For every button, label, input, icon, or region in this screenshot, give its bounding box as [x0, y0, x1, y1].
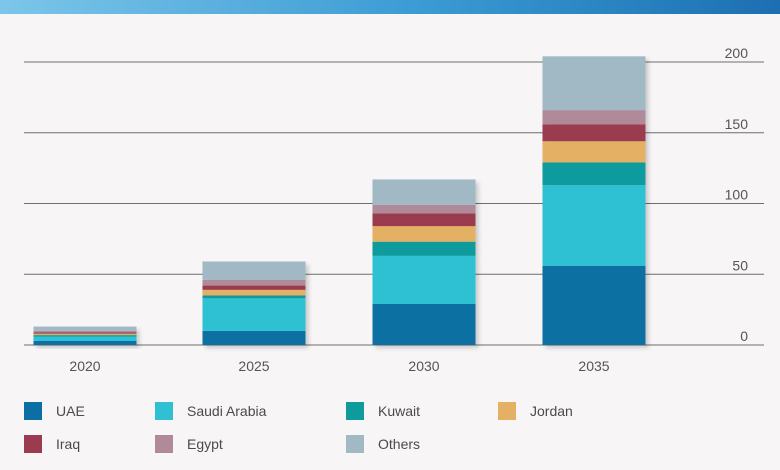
legend-label: Egypt — [187, 436, 223, 452]
y-tick-label: 150 — [725, 116, 749, 132]
legend-item-kuwait: Kuwait — [346, 402, 420, 420]
bar-segment-egypt-2025 — [202, 279, 306, 286]
legend-label: Iraq — [56, 436, 81, 452]
legend-item-uae: UAE — [24, 402, 85, 420]
bar-segment-others-2035 — [542, 56, 646, 111]
x-tick-label: 2035 — [578, 358, 609, 374]
bar-segment-egypt-2030 — [372, 204, 476, 214]
y-tick-label: 50 — [732, 257, 748, 273]
top-accent-band — [0, 0, 780, 14]
bar-stack-2035 — [542, 56, 646, 345]
legend-item-others: Others — [346, 435, 420, 453]
bar-stack-2025 — [202, 261, 306, 345]
bar-stack-2030 — [372, 179, 476, 345]
legend-swatch — [155, 435, 173, 453]
bar-segment-uae-2020 — [33, 340, 137, 345]
legend-item-jordan: Jordan — [498, 402, 573, 420]
bar-segment-jordan-2030 — [372, 226, 476, 242]
y-tick-label: 200 — [725, 45, 749, 61]
legend-item-iraq: Iraq — [24, 435, 80, 453]
bar-segment-saudi-arabia-2025 — [202, 298, 306, 331]
bar-segment-egypt-2035 — [542, 110, 646, 125]
legend-label: Kuwait — [378, 403, 421, 419]
bar-segment-uae-2025 — [202, 330, 306, 345]
bar-segment-iraq-2025 — [202, 285, 306, 290]
legend-swatch — [346, 435, 364, 453]
bar-segment-saudi-arabia-2035 — [542, 185, 646, 266]
legend-item-saudi-arabia: Saudi Arabia — [155, 402, 266, 420]
legend-label: Saudi Arabia — [187, 403, 267, 419]
bar-segment-kuwait-2020 — [33, 335, 137, 337]
x-tick-label: 2030 — [408, 358, 439, 374]
bar-segment-egypt-2020 — [33, 330, 137, 333]
legend-swatch — [346, 402, 364, 420]
y-tick-label: 0 — [740, 328, 748, 344]
bar-segment-jordan-2020 — [33, 333, 137, 336]
legend-item-egypt: Egypt — [155, 435, 223, 453]
bar-segment-saudi-arabia-2030 — [372, 255, 476, 304]
bars — [33, 56, 646, 345]
legend-label: UAE — [56, 403, 85, 419]
x-axis-tick-labels: 2020 2025 2030 2035 — [69, 358, 609, 374]
bar-segment-jordan-2035 — [542, 141, 646, 163]
bar-segment-others-2020 — [33, 326, 137, 331]
bar-segment-others-2030 — [372, 179, 476, 205]
bar-segment-uae-2030 — [372, 303, 476, 345]
bar-segment-jordan-2025 — [202, 289, 306, 296]
bar-segment-uae-2035 — [542, 265, 646, 345]
bar-segment-saudi-arabia-2020 — [33, 336, 137, 341]
legend-swatch — [498, 402, 516, 420]
bar-stack-2020 — [33, 326, 137, 345]
bar-segment-others-2025 — [202, 261, 306, 280]
bar-segment-kuwait-2030 — [372, 241, 476, 256]
y-axis-tick-labels: 0 50 100 150 200 — [725, 45, 749, 344]
legend-label: Others — [378, 436, 421, 452]
bar-segment-iraq-2020 — [33, 332, 137, 334]
legend-swatch — [24, 402, 42, 420]
bar-segment-iraq-2030 — [372, 213, 476, 227]
bar-segment-iraq-2035 — [542, 124, 646, 142]
legend-swatch — [155, 402, 173, 420]
bar-segment-kuwait-2025 — [202, 295, 306, 299]
legend-label: Jordan — [530, 403, 573, 419]
y-tick-label: 100 — [725, 187, 749, 203]
chart-legend: UAE Saudi Arabia Kuwait Jordan Iraq Egypt Othe… — [24, 402, 764, 462]
bar-segment-kuwait-2035 — [542, 162, 646, 186]
legend-swatch — [24, 435, 42, 453]
x-tick-label: 2020 — [69, 358, 100, 374]
stacked-bar-chart: 0 50 100 150 200 2020 2025 2030 2035 — [24, 45, 764, 374]
x-tick-label: 2025 — [238, 358, 269, 374]
